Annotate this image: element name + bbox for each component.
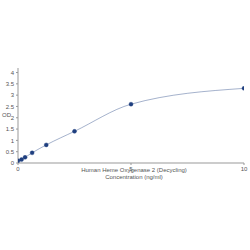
svg-text:2: 2 — [11, 115, 15, 121]
svg-text:0: 0 — [16, 166, 20, 172]
html-text:Concentration (ng/ml): Concentration (ng/ml) — [105, 174, 163, 180]
svg-text:0.5: 0.5 — [8, 149, 15, 155]
svg-text:1: 1 — [11, 138, 15, 144]
svg-text:4: 4 — [11, 70, 15, 76]
html-text:OD: OD — [2, 112, 11, 118]
svg-text:0: 0 — [11, 160, 15, 166]
svg-text:2.5: 2.5 — [8, 104, 15, 110]
svg-text:1.5: 1.5 — [8, 126, 15, 132]
svg-text:3: 3 — [11, 92, 15, 98]
svg-text:3.5: 3.5 — [8, 81, 15, 87]
svg-text:10: 10 — [241, 166, 242, 172]
html-text:Human Heme Oxygenase 2 (Decycl: Human Heme Oxygenase 2 (Decycling) — [81, 167, 187, 173]
